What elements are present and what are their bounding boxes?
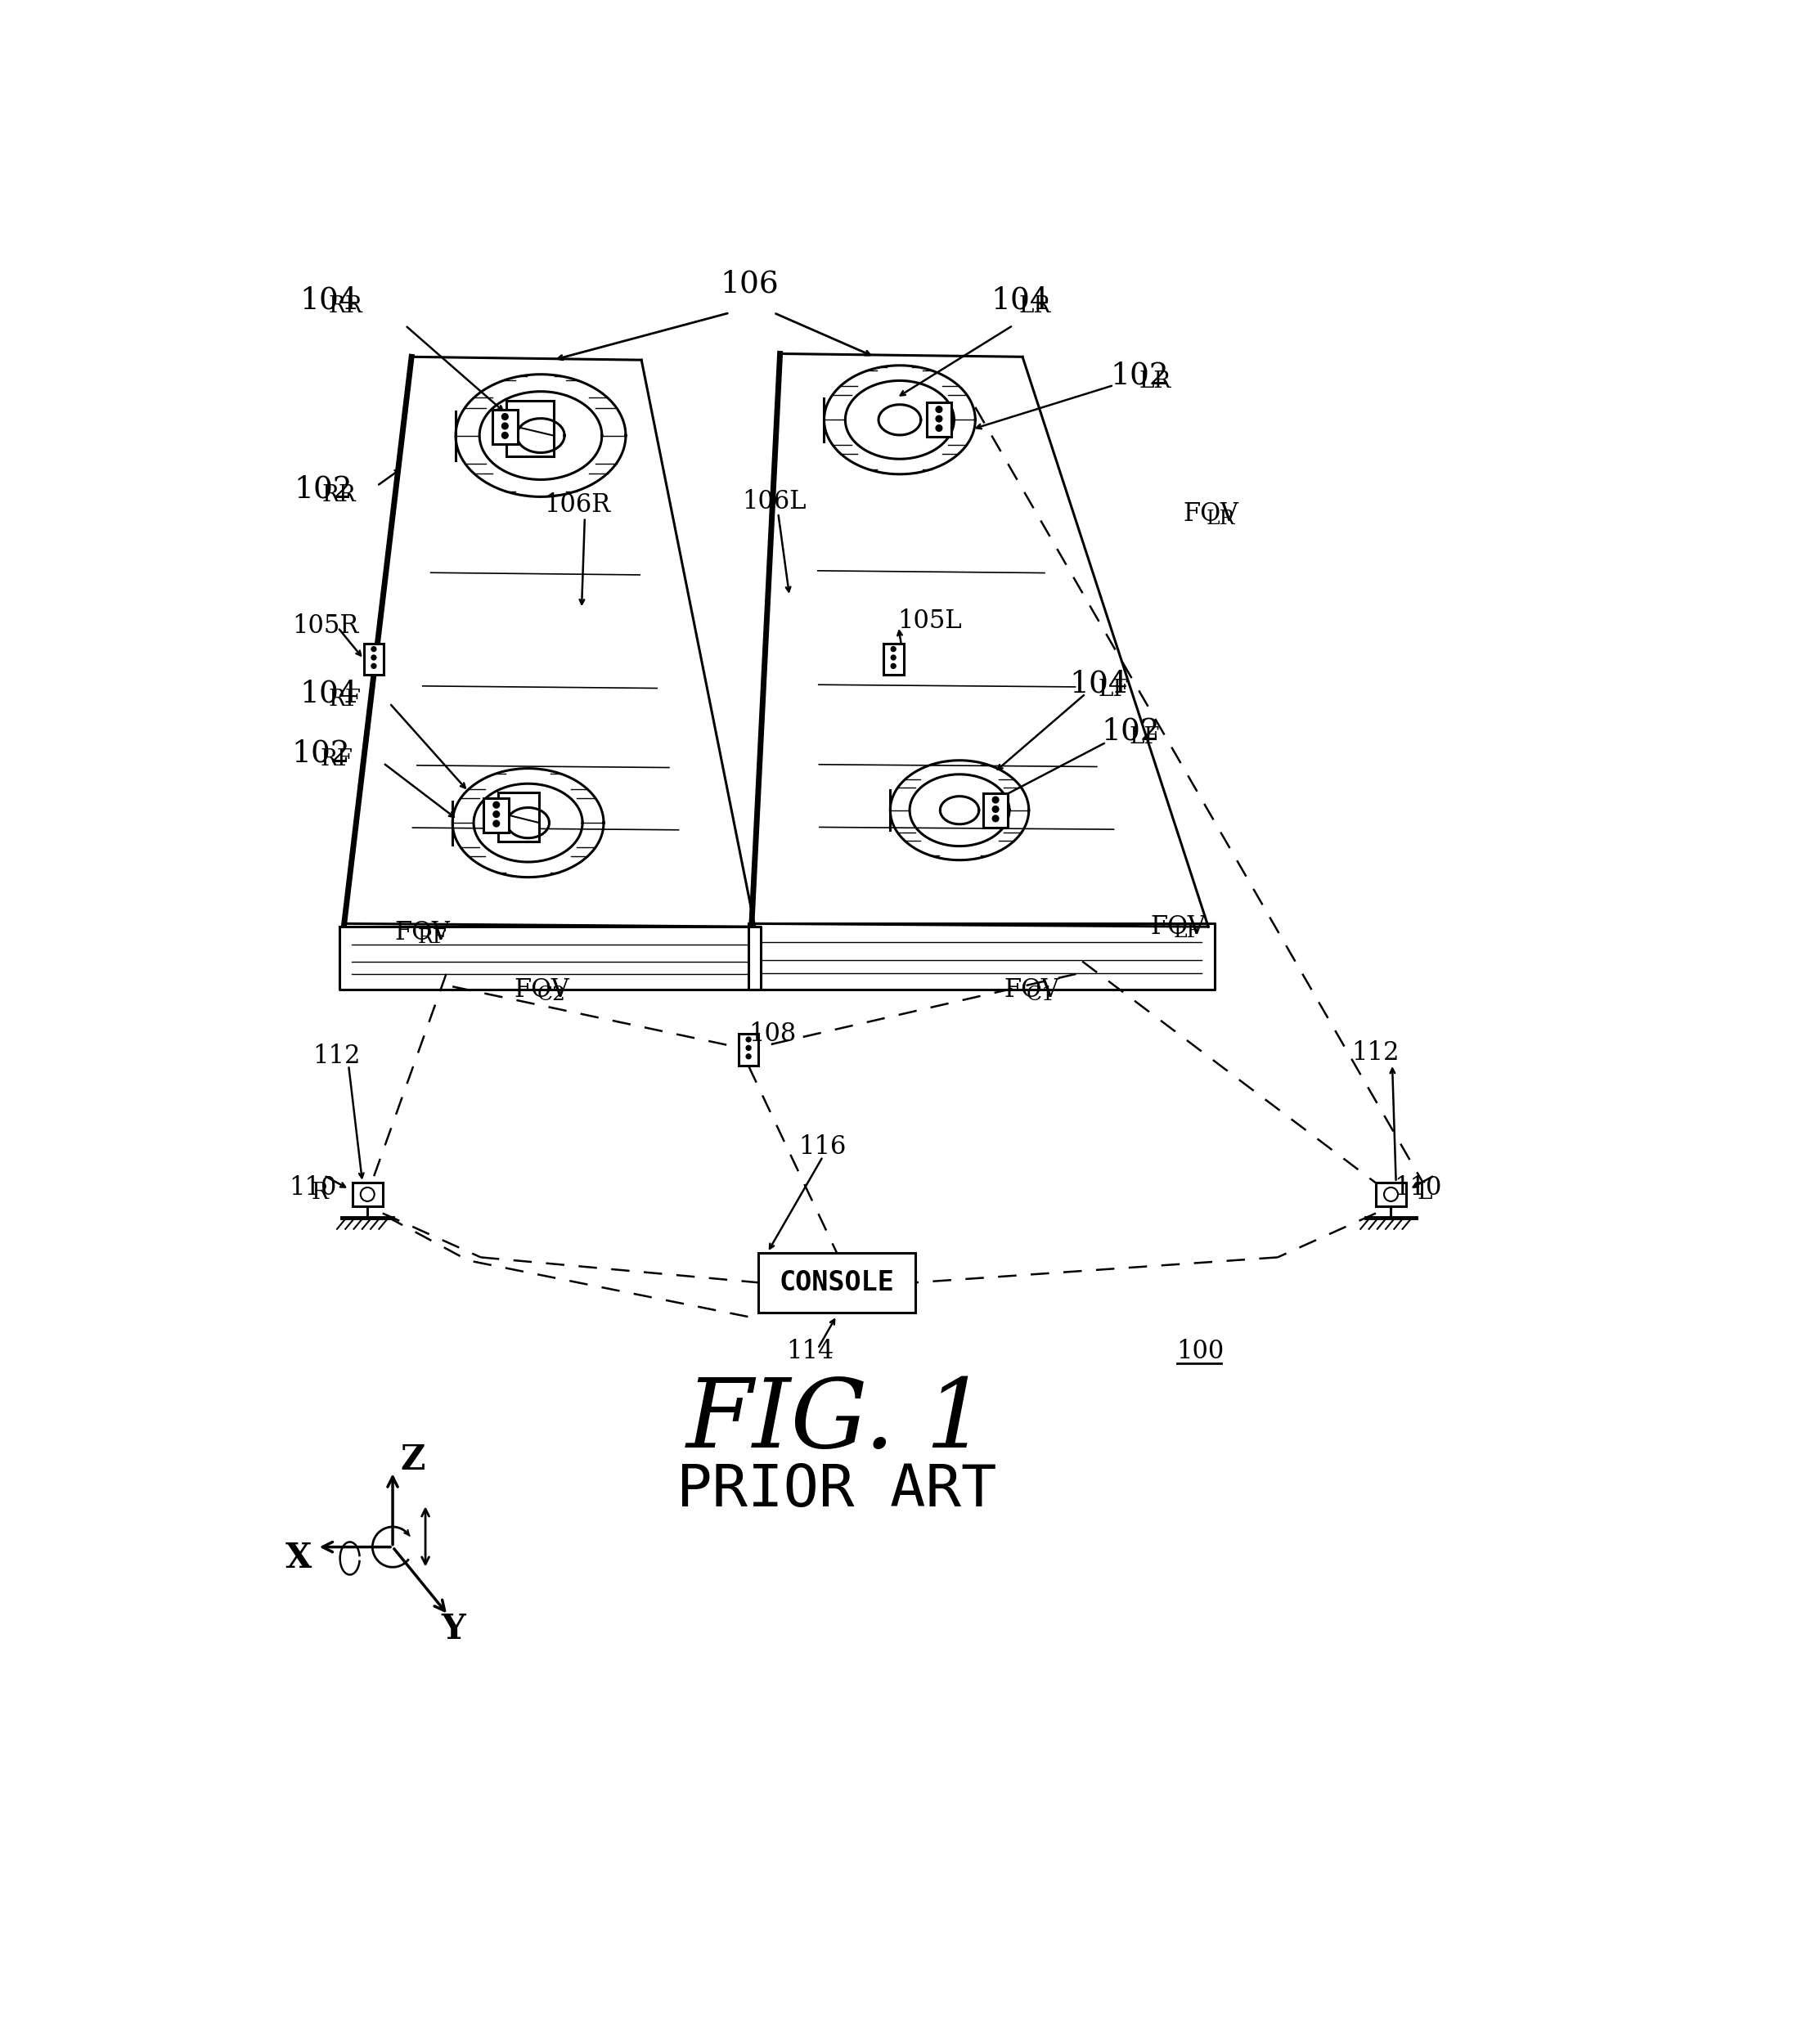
Circle shape [890, 655, 895, 659]
Text: LR: LR [1139, 371, 1170, 394]
Bar [983, 793, 1008, 828]
Text: 116: 116 [799, 1134, 846, 1161]
Text: 114: 114 [786, 1339, 834, 1363]
Text: RF: RF [320, 749, 353, 771]
Bar [757, 1252, 915, 1313]
Text: 100: 100 [1178, 1339, 1225, 1363]
Text: 102: 102 [1101, 716, 1159, 747]
Circle shape [502, 414, 508, 420]
Circle shape [992, 806, 999, 812]
Text: R: R [311, 1181, 329, 1203]
Circle shape [502, 422, 508, 430]
Circle shape [371, 663, 377, 668]
Text: CONSOLE: CONSOLE [779, 1268, 894, 1297]
Text: RR: RR [322, 485, 357, 505]
Text: 110: 110 [289, 1175, 337, 1201]
Circle shape [493, 812, 499, 818]
Text: LF: LF [1174, 921, 1201, 941]
Text: LR: LR [1019, 294, 1052, 317]
Circle shape [746, 1037, 752, 1043]
Bar [739, 1035, 759, 1065]
Text: 104: 104 [300, 286, 359, 314]
Circle shape [992, 797, 999, 803]
Circle shape [371, 647, 377, 651]
Circle shape [746, 1053, 752, 1059]
Text: RF: RF [417, 929, 448, 948]
Text: 112: 112 [1352, 1041, 1400, 1065]
Text: FIG. 1: FIG. 1 [686, 1374, 988, 1467]
Bar [493, 410, 517, 444]
Text: FOV: FOV [1003, 978, 1059, 1002]
Text: 106: 106 [721, 270, 779, 298]
Text: 110: 110 [1394, 1175, 1441, 1201]
Text: FOV: FOV [1150, 913, 1207, 939]
Text: 104: 104 [300, 680, 359, 708]
Bar [883, 643, 903, 676]
Text: FOV: FOV [395, 921, 450, 946]
Circle shape [992, 816, 999, 822]
Circle shape [935, 406, 943, 412]
Text: Y: Y [440, 1611, 466, 1646]
Bar [364, 643, 384, 676]
Text: FOV: FOV [515, 978, 570, 1002]
Text: L: L [1418, 1181, 1432, 1203]
Text: LR: LR [1207, 509, 1236, 528]
Text: 106R: 106R [544, 493, 610, 517]
Text: 102: 102 [1110, 361, 1168, 390]
Text: 112: 112 [313, 1043, 360, 1069]
Text: 105R: 105R [291, 613, 359, 639]
Circle shape [1383, 1187, 1398, 1201]
Circle shape [371, 655, 377, 659]
Text: 102: 102 [293, 475, 353, 503]
Text: RF: RF [328, 688, 360, 710]
Circle shape [493, 801, 499, 808]
Text: X: X [286, 1542, 311, 1575]
Bar [353, 1183, 382, 1207]
Text: 106L: 106L [743, 489, 806, 513]
Text: 102: 102 [291, 739, 351, 769]
Bar [1376, 1183, 1407, 1207]
Text: FOV: FOV [1183, 501, 1239, 528]
Text: 104: 104 [992, 286, 1050, 314]
Text: LF: LF [1128, 726, 1159, 749]
Text: 108: 108 [748, 1021, 795, 1047]
Circle shape [746, 1045, 752, 1051]
Bar [926, 402, 952, 436]
Circle shape [890, 647, 895, 651]
Text: RR: RR [328, 294, 362, 317]
Text: 105L: 105L [897, 609, 963, 633]
Text: LF: LF [1097, 680, 1128, 702]
Text: 104: 104 [1070, 670, 1128, 700]
Circle shape [890, 663, 895, 668]
Bar [484, 797, 510, 832]
Polygon shape [506, 402, 553, 457]
Text: PRIOR ART: PRIOR ART [677, 1463, 997, 1518]
Text: Z: Z [400, 1443, 426, 1477]
Circle shape [935, 424, 943, 432]
Circle shape [493, 820, 499, 826]
Text: C2: C2 [537, 986, 566, 1004]
Circle shape [502, 432, 508, 438]
Text: C1: C1 [1026, 986, 1056, 1004]
Polygon shape [499, 791, 539, 842]
Circle shape [935, 416, 943, 422]
Circle shape [360, 1187, 375, 1201]
